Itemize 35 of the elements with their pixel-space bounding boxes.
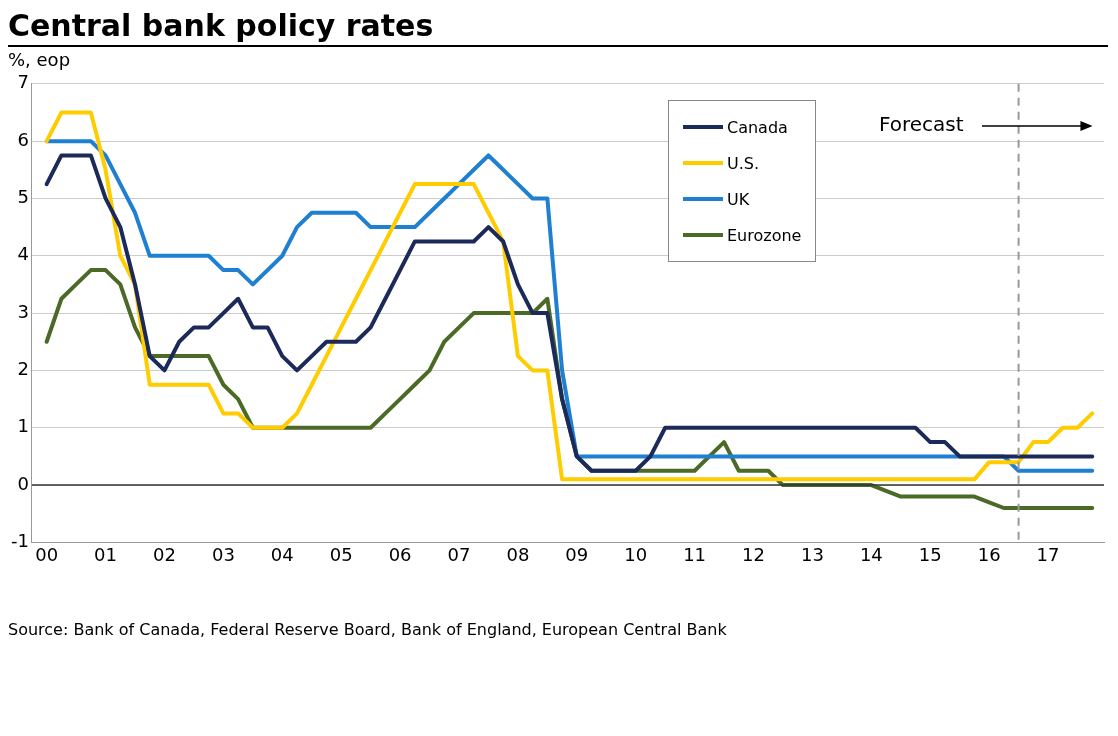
chart-title: Central bank policy rates [8,8,1108,47]
x-tick-label: 00 [35,543,59,565]
x-tick-label: 04 [270,543,294,565]
y-tick-label: -1 [10,530,29,552]
legend-label: Canada [727,117,788,137]
x-tick-label: 02 [153,543,176,565]
legend-label: U.S. [727,153,760,173]
x-tick-label: 13 [800,543,824,565]
x-tick-label: 10 [624,543,648,565]
x-tick-label: 14 [859,543,883,565]
y-tick-label: 5 [17,186,29,208]
x-tick-label: 15 [918,543,942,565]
x-tick-label: 08 [506,543,530,565]
y-tick-label: 6 [17,128,29,150]
y-tick-label: 2 [17,358,29,380]
y-tick-label: 3 [17,300,29,322]
x-tick-label: 01 [94,543,118,565]
x-tick-label: 03 [211,543,235,565]
y-axis-title: %, eop [8,49,72,70]
y-tick-label: 4 [17,243,29,265]
legend-label: Eurozone [727,225,802,245]
x-tick-label: 07 [447,543,471,565]
x-tick-label: 05 [329,543,353,565]
x-tick-label: 17 [1036,543,1060,565]
x-tick-label: 06 [388,543,412,565]
x-tick-label: 09 [565,543,589,565]
y-tick-label: 7 [17,71,29,93]
y-tick-label: 1 [17,415,29,437]
legend-label: UK [727,189,750,209]
x-tick-label: 11 [683,543,707,565]
y-tick-label: 0 [17,472,29,494]
x-tick-label: 12 [742,543,765,565]
ref-line-label: Forecast [878,112,964,136]
source-note: Source: Bank of Canada, Federal Reserve Board, Bank of England, European Central Bank [8,620,728,639]
x-tick-label: 16 [977,543,1001,565]
